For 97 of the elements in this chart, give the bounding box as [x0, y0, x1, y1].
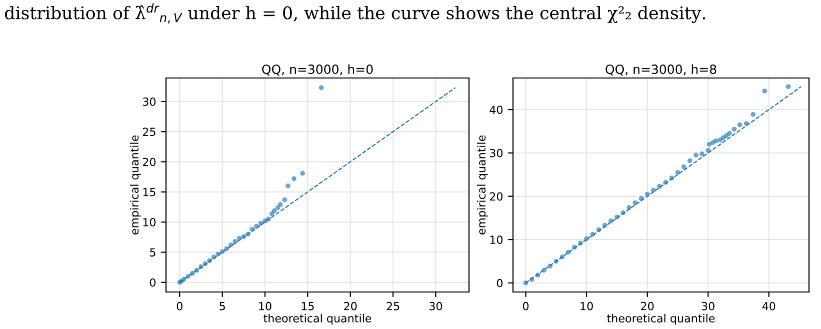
point: [232, 238, 238, 244]
x-tick-label: 30: [429, 302, 442, 310]
y-axis-title: empirical quantile: [476, 135, 488, 235]
point: [681, 164, 686, 170]
point: [224, 246, 230, 252]
point: [566, 250, 571, 255]
point: [572, 244, 577, 250]
point: [318, 85, 324, 90]
y-tick-label: 5: [150, 248, 156, 257]
point: [608, 218, 614, 224]
x-tick-label: 30: [702, 302, 714, 310]
x-tick-label: 10: [259, 302, 272, 310]
x-tick-label: 0: [522, 302, 529, 310]
point: [584, 236, 589, 242]
chart-title: QQ, n=3000, h=0: [262, 64, 373, 76]
y-tick-label: 30: [142, 97, 156, 106]
point: [548, 264, 552, 268]
point: [706, 148, 711, 153]
y-tick-label: 25: [142, 128, 156, 136]
x-tick-label: 10: [580, 302, 593, 310]
y-tick-label: 20: [142, 158, 156, 166]
y-tick-label: 40: [490, 106, 503, 114]
y-tick-label: 15: [143, 188, 156, 196]
point: [272, 208, 277, 214]
point: [236, 236, 242, 241]
x-tick-label: 40: [762, 302, 776, 310]
y-tick-label: 0: [496, 278, 503, 288]
point: [786, 84, 791, 90]
point: [190, 270, 195, 276]
point: [714, 138, 718, 144]
point: [529, 277, 534, 282]
point: [207, 258, 212, 264]
x-tick-label: 25: [386, 302, 400, 310]
point: [216, 252, 220, 256]
point: [700, 151, 704, 156]
x-tick-label: 15: [302, 302, 314, 310]
point: [596, 227, 602, 232]
point: [602, 222, 608, 228]
point: [278, 202, 283, 207]
point: [228, 242, 234, 248]
point: [657, 184, 662, 189]
point: [554, 258, 559, 264]
x-tick-label: 5: [220, 302, 225, 310]
x-tick-label: 0: [176, 302, 182, 310]
point: [732, 126, 737, 132]
point: [194, 268, 200, 273]
x-axis-title: theoretical quantile: [264, 314, 372, 325]
point: [744, 121, 749, 126]
point: [220, 249, 225, 254]
x-axis-title: theoretical quantile: [607, 314, 715, 325]
y-tick-label: 10: [143, 218, 156, 226]
point: [258, 220, 264, 226]
y-tick-label: 0: [150, 278, 156, 287]
x-tick-label: 20: [641, 302, 654, 310]
point: [614, 214, 620, 220]
point: [211, 254, 216, 260]
point: [669, 176, 674, 180]
point: [650, 188, 656, 193]
point: [198, 264, 204, 270]
point: [300, 170, 305, 176]
point: [726, 131, 732, 136]
point: [663, 180, 668, 185]
point: [542, 268, 546, 273]
point: [638, 196, 644, 201]
point: [620, 210, 626, 216]
y-tick-label: 20: [490, 192, 503, 201]
point: [254, 224, 259, 229]
point: [560, 254, 565, 260]
point: [644, 192, 650, 197]
point: [632, 200, 638, 206]
point: [762, 88, 768, 94]
point: [182, 276, 186, 282]
point: [590, 232, 596, 237]
point: [675, 170, 680, 175]
point: [694, 152, 698, 158]
point: [282, 197, 288, 202]
y-tick-label: 10: [490, 236, 503, 244]
point: [536, 272, 540, 278]
point: [578, 240, 583, 246]
point: [687, 158, 692, 164]
point: [202, 261, 208, 266]
point: [523, 280, 528, 286]
y-tick-label: 30: [490, 148, 503, 158]
point: [286, 184, 290, 188]
x-tick-label: 20: [344, 302, 357, 310]
y-axis-title: empirical quantile: [130, 135, 141, 235]
point: [292, 176, 296, 182]
point: [750, 112, 756, 117]
point: [250, 226, 255, 232]
point: [186, 274, 191, 279]
point: [266, 216, 271, 222]
text: distribution of λ̂$^{dr}$$_{n,V}$ under h = 0, while the curve shows the central χ²₂ density.: [4, 3, 706, 24]
point: [737, 122, 742, 128]
chart-title: QQ, n=3000, h=8: [606, 64, 716, 76]
point: [626, 205, 632, 210]
point: [246, 232, 250, 237]
point: [241, 234, 246, 239]
